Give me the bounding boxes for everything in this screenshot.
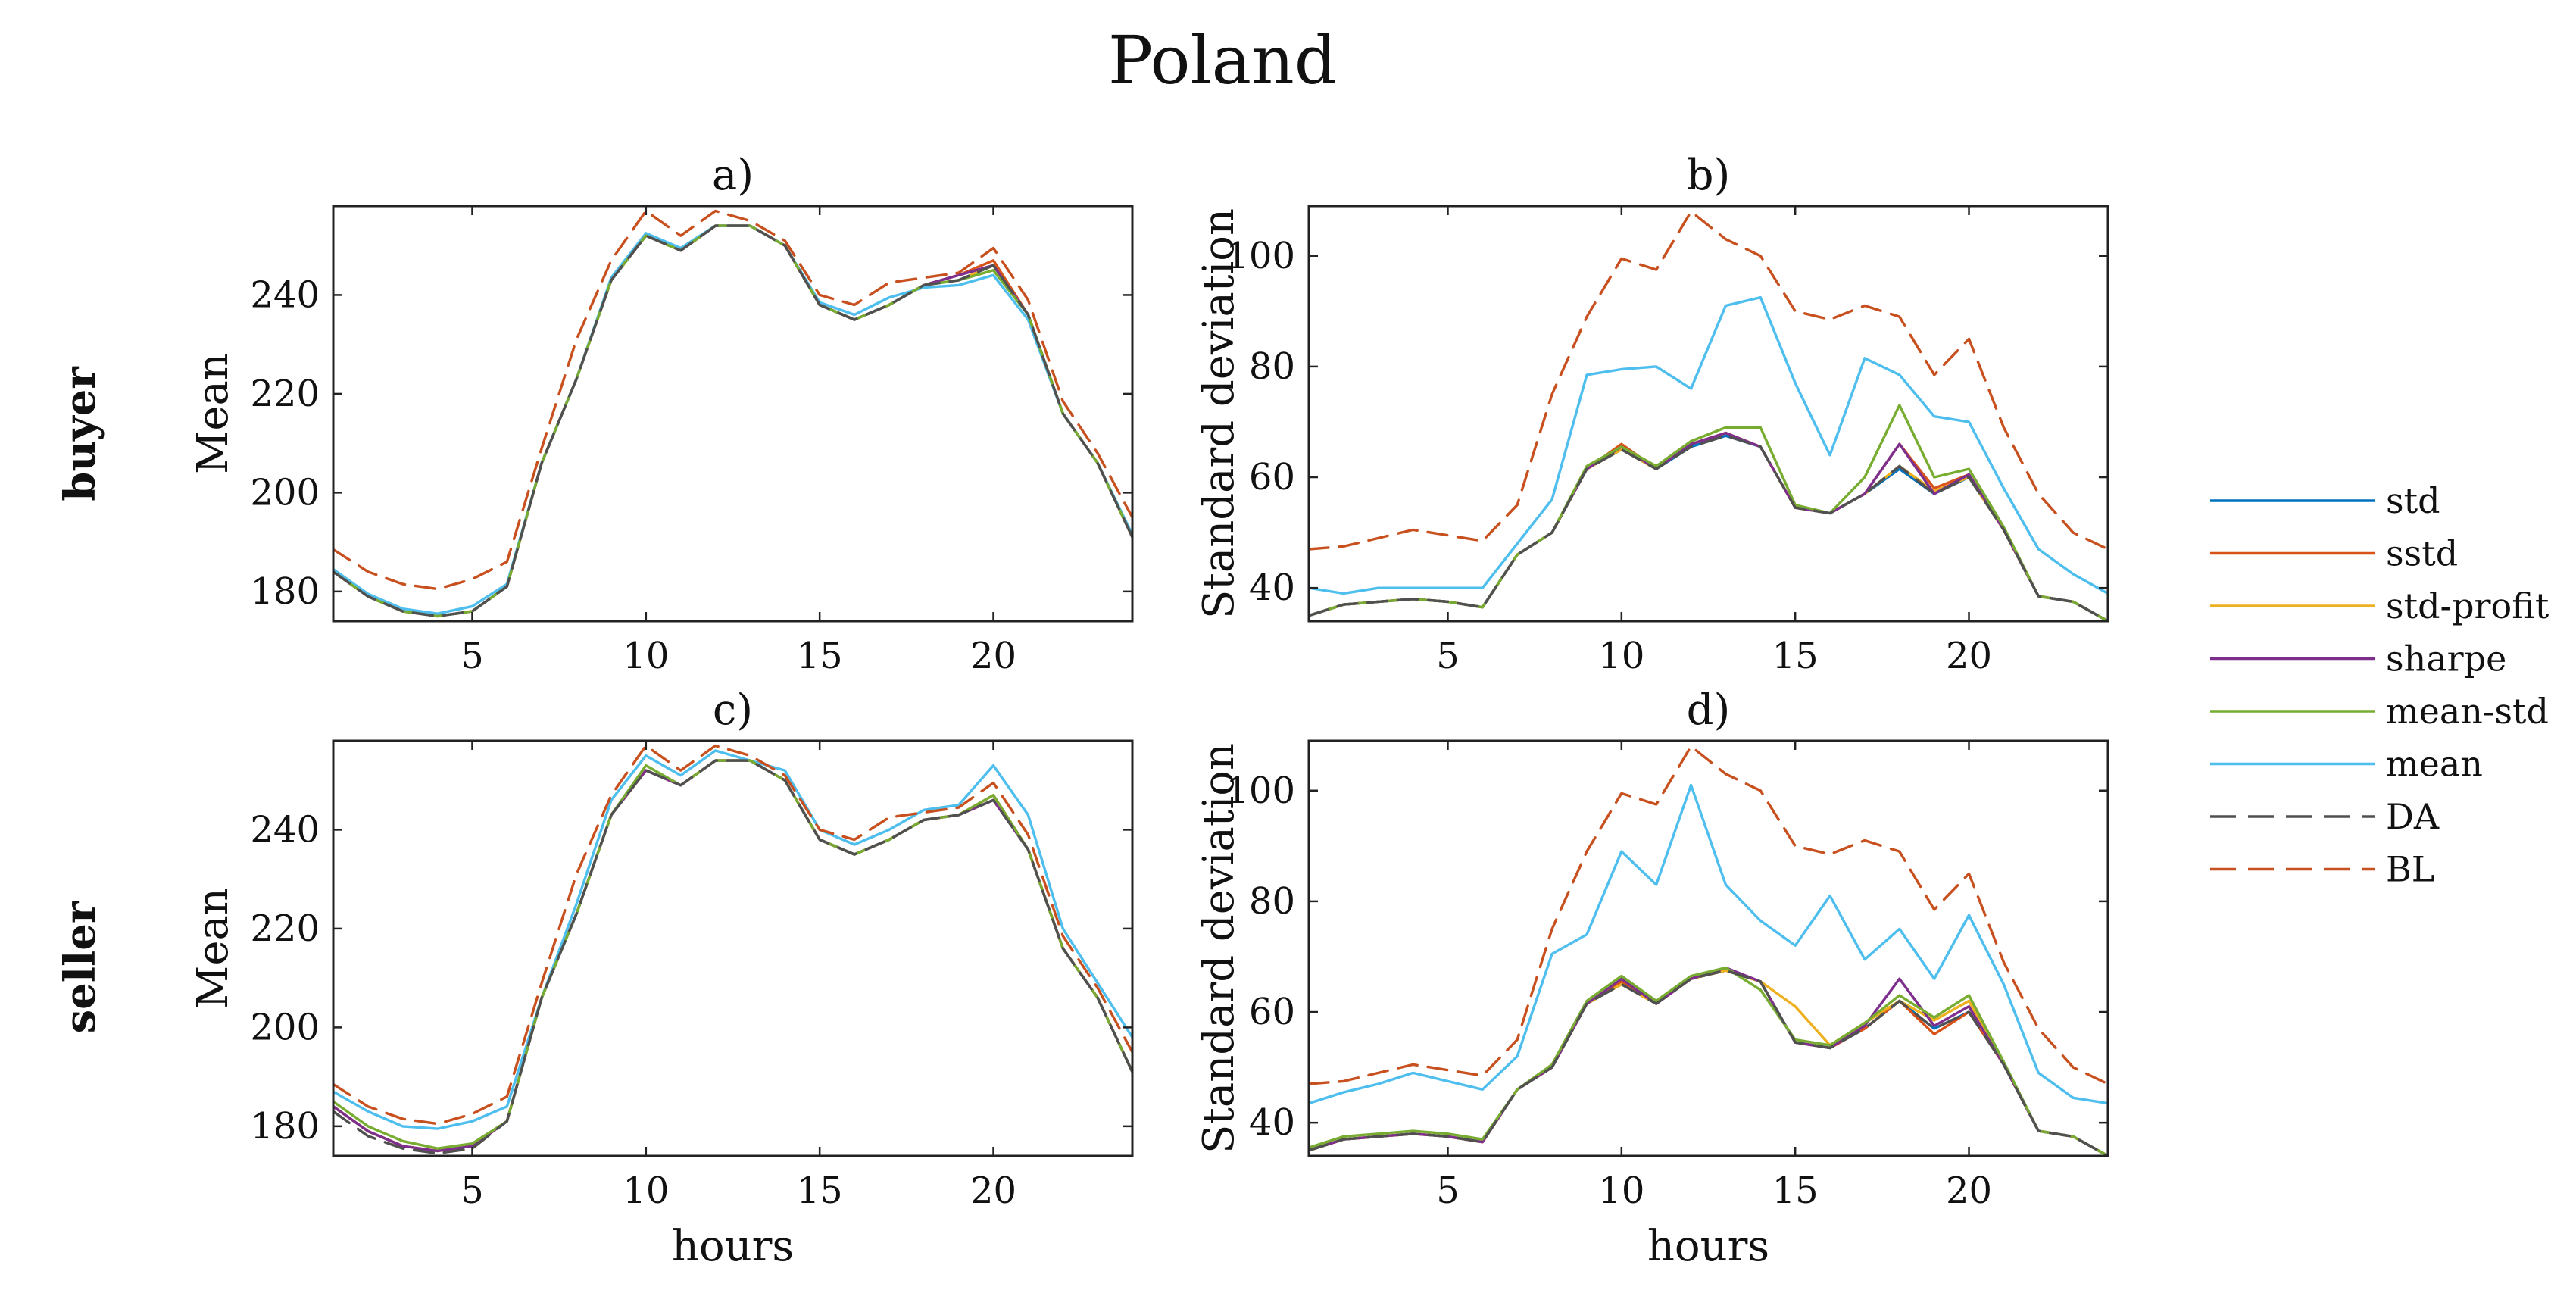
legend-label-sharpe: sharpe — [2386, 639, 2506, 679]
legend-label-da: DA — [2386, 796, 2440, 837]
chart-panel-3: 5 10 15 20 180 200 220 240 c) Mean hours — [189, 686, 1134, 1271]
axes-frame — [1307, 739, 2109, 1157]
panel-title: b) — [1687, 151, 1731, 200]
legend-label-mean-std: mean-std — [2386, 691, 2549, 732]
y-tick-label: 100 — [1226, 770, 1295, 812]
y-tick-label: 40 — [1249, 1101, 1295, 1144]
figure-title: Poland — [1108, 21, 1337, 99]
axes-frame — [1307, 205, 2109, 623]
x-tick-label: 5 — [461, 1170, 484, 1212]
y-tick-label: 220 — [250, 907, 320, 950]
y-tick-label: 40 — [1249, 567, 1295, 609]
series-line-sstd — [333, 759, 1132, 1153]
y-tick-label: 80 — [1249, 880, 1295, 923]
series-line-std-profit — [333, 759, 1132, 1153]
x-tick-label: 10 — [1598, 635, 1644, 677]
series-group — [333, 744, 1132, 1155]
axes-frame — [332, 205, 1134, 623]
y-tick-label: 200 — [250, 1006, 320, 1048]
series-line-std — [333, 224, 1132, 618]
legend-label-mean: mean — [2386, 744, 2483, 785]
legend-label-std-profit: std-profit — [2386, 586, 2549, 626]
x-tick-label: 5 — [1436, 635, 1460, 677]
y-axis-label: Standard deviation — [1194, 208, 1244, 619]
x-tick-label: 10 — [623, 635, 669, 677]
chart-panel-1: 5 10 15 20 180 200 220 240 a) Mean — [189, 151, 1134, 677]
series-line-da — [333, 759, 1132, 1155]
y-tick-label: 60 — [1249, 991, 1295, 1033]
series-line-sstd — [1309, 431, 2108, 621]
series-line-mean-std — [333, 759, 1132, 1150]
series-group — [333, 209, 1132, 618]
y-tick-label: 180 — [250, 1105, 320, 1148]
panel-title: a) — [712, 151, 754, 200]
series-line-bl — [333, 744, 1132, 1126]
x-tick-label: 15 — [797, 635, 843, 677]
x-tick-label: 10 — [623, 1170, 669, 1212]
x-tick-label: 20 — [970, 635, 1016, 677]
series-line-mean-std — [333, 224, 1132, 618]
y-tick-label: 80 — [1249, 345, 1295, 388]
series-line-std-profit — [1309, 431, 2108, 621]
y-tick-label: 240 — [250, 808, 320, 851]
series-line-da — [333, 224, 1132, 618]
series-line-std — [1309, 969, 2108, 1156]
chart-panel-4: 5 10 15 20 40 60 80 100 d) Standard deviation hour… — [1194, 686, 2109, 1271]
legend-label-bl: BL — [2386, 849, 2434, 890]
series-line-sstd — [333, 224, 1132, 618]
y-tick-label: 60 — [1249, 456, 1295, 498]
series-line-std — [1309, 434, 2108, 621]
row-label-seller: seller — [55, 900, 105, 1033]
series-line-mean — [333, 224, 1132, 615]
y-axis-label: Mean — [189, 888, 238, 1009]
y-tick-label: 240 — [250, 273, 320, 316]
series-line-sstd — [1309, 969, 2108, 1156]
x-tick-label: 5 — [1436, 1170, 1460, 1212]
series-line-mean — [1309, 783, 2108, 1105]
series-line-std — [333, 759, 1132, 1153]
series-line-bl — [1309, 210, 2108, 551]
series-line-da — [1309, 969, 2108, 1156]
legend-label-std: std — [2386, 480, 2440, 521]
series-line-sharpe — [333, 224, 1132, 618]
x-axis-label: hours — [1647, 1222, 1769, 1271]
legend-label-sstd: sstd — [2386, 533, 2458, 574]
y-tick-label: 180 — [250, 570, 320, 613]
x-tick-label: 10 — [1598, 1170, 1644, 1212]
chart-panel-2: 5 10 15 20 40 60 80 100 b) Standard deviation — [1194, 151, 2109, 677]
chart-panels: 5 10 15 20 180 200 220 240 a) Mean 5 10 15 20 40 60 80 10… — [189, 151, 2109, 1271]
series-line-bl — [333, 209, 1132, 591]
series-group — [1309, 210, 2108, 621]
series-line-sharpe — [1309, 431, 2108, 621]
series-line-mean-std — [1309, 966, 2108, 1156]
panel-title: d) — [1687, 686, 1731, 735]
axes-frame — [332, 739, 1134, 1157]
series-line-bl — [1309, 745, 2108, 1085]
y-tick-label: 100 — [1226, 235, 1295, 277]
x-tick-label: 20 — [970, 1170, 1016, 1212]
x-tick-label: 20 — [1946, 635, 1992, 677]
x-axis-label: hours — [672, 1222, 794, 1271]
series-line-std-profit — [333, 224, 1132, 618]
y-tick-label: 220 — [250, 373, 320, 415]
series-line-sharpe — [1309, 966, 2108, 1156]
x-tick-label: 15 — [1772, 635, 1819, 677]
x-tick-label: 15 — [797, 1170, 843, 1212]
y-tick-label: 200 — [250, 471, 320, 514]
x-tick-label: 5 — [461, 635, 484, 677]
row-label-buyer: buyer — [55, 366, 105, 501]
series-line-sharpe — [333, 759, 1132, 1153]
series-line-da — [1309, 434, 2108, 621]
series-line-mean — [333, 749, 1132, 1130]
x-tick-label: 15 — [1772, 1170, 1819, 1212]
series-group — [1309, 745, 2108, 1156]
series-line-std-profit — [1309, 969, 2108, 1156]
legend: std sstd std-profit sharpe mean-std mean DA BL — [2210, 480, 2549, 890]
series-line-mean — [1309, 295, 2108, 595]
y-axis-label: Standard deviation — [1194, 743, 1244, 1154]
y-axis-label: Mean — [189, 353, 238, 474]
x-tick-label: 20 — [1946, 1170, 1992, 1212]
panel-title: c) — [713, 686, 753, 735]
